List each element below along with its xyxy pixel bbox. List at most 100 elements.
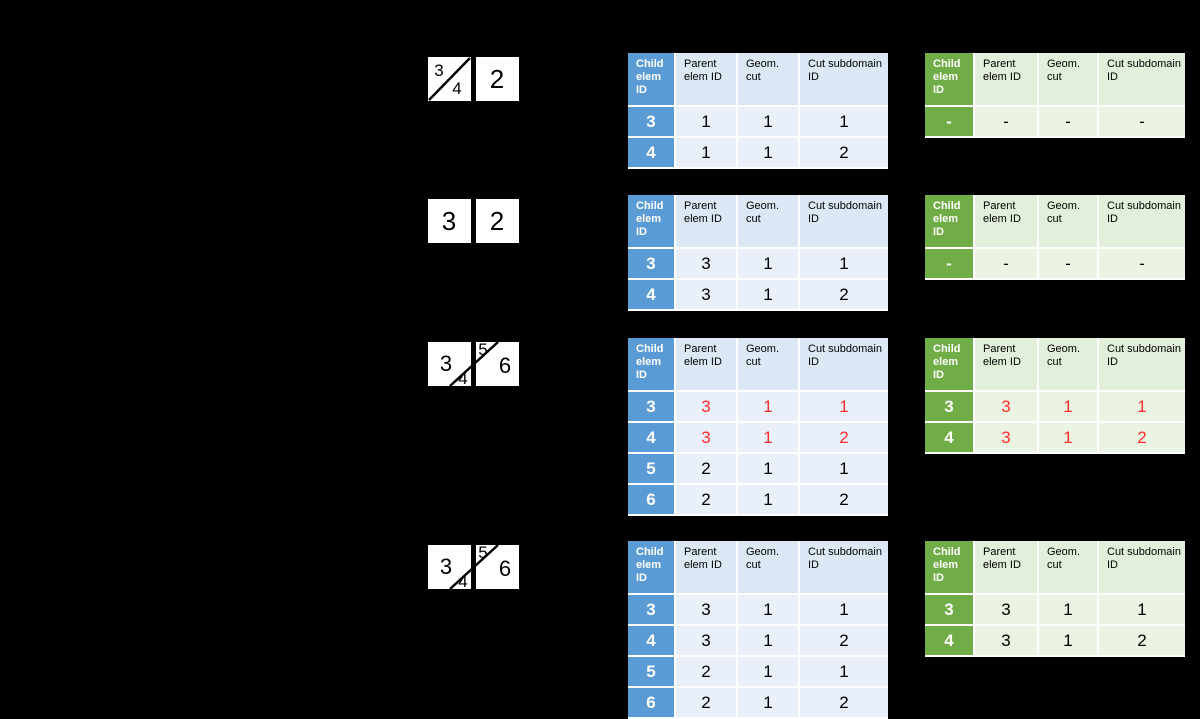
table-cell: 6: [628, 485, 676, 516]
table-cell: 2: [800, 485, 888, 516]
table-cell: 1: [738, 138, 800, 169]
table-cell: 1: [738, 595, 800, 626]
child-map-table-container: Child elem ID Parent elem ID Geom. cut Cut …: [628, 338, 888, 516]
table-cell: -: [975, 249, 1039, 280]
diagonal-cut-line: [449, 544, 499, 590]
table-cell: 1: [676, 107, 738, 138]
element-label: 5: [478, 544, 487, 562]
column-header: Parent elem ID: [975, 53, 1039, 107]
table-cell: 1: [738, 626, 800, 657]
interface-map-table-container: Child elem ID Parent elem ID Geom. cut Cut …: [925, 195, 1185, 280]
header-row: Child elem ID Parent elem ID Geom. cut Cut …: [628, 541, 888, 595]
blue-mapping-table: Child elem ID Parent elem ID Geom. cut Cut …: [628, 195, 888, 311]
table-cell: 1: [1039, 392, 1099, 423]
table-cell: 1: [738, 657, 800, 688]
column-header: Cut subdomain ID: [1099, 338, 1185, 392]
column-header: Parent elem ID: [676, 338, 738, 392]
table-cell: 1: [1039, 595, 1099, 626]
left-element-square: [428, 545, 471, 589]
table-cell: 1: [1039, 423, 1099, 454]
table-cell: 3: [676, 626, 738, 657]
diagonal-cut-line: [449, 341, 499, 387]
green-mapping-table: Child elem ID Parent elem ID Geom. cut Cut …: [925, 195, 1185, 280]
blue-mapping-table: Child elem ID Parent elem ID Geom. cut Cut …: [628, 53, 888, 169]
table-cell: 1: [738, 485, 800, 516]
table-cell: 1: [738, 107, 800, 138]
table-cell: 3: [975, 423, 1039, 454]
table-cell: 3: [628, 249, 676, 280]
element-label: 4: [452, 79, 461, 98]
element-label: 6: [499, 556, 511, 581]
element-label: 4: [458, 572, 467, 591]
table-cell: 4: [628, 423, 676, 454]
table-cell: 1: [738, 688, 800, 719]
table-cell: 3: [975, 392, 1039, 423]
left-element-square: [428, 342, 471, 386]
column-header: Child elem ID: [925, 195, 975, 249]
table-cell: 1: [1099, 595, 1185, 626]
column-header: Cut subdomain ID: [800, 195, 888, 249]
column-header: Geom. cut: [738, 541, 800, 595]
interface-map-table-container: Child elem ID Parent elem ID Geom. cut Cut …: [925, 338, 1185, 454]
table-cell: 2: [800, 423, 888, 454]
green-mapping-table: Child elem ID Parent elem ID Geom. cut Cut …: [925, 338, 1185, 454]
header-row: Child elem ID Parent elem ID Geom. cut Cut …: [925, 338, 1185, 392]
header-row: Child elem ID Parent elem ID Geom. cut Cut …: [925, 195, 1185, 249]
table-cell: 1: [800, 454, 888, 485]
table-cell: 2: [676, 485, 738, 516]
table-cell: -: [1099, 107, 1185, 138]
column-header: Geom. cut: [1039, 541, 1099, 595]
column-header: Child elem ID: [925, 338, 975, 392]
table-cell: 3: [925, 392, 975, 423]
element-label: 3: [440, 351, 452, 376]
table-cell: 4: [925, 626, 975, 657]
column-header: Geom. cut: [1039, 195, 1099, 249]
element-pair-diagram: 3 4 2: [428, 57, 519, 101]
table-row: ----: [925, 249, 1185, 280]
element-label: 4: [458, 369, 467, 388]
column-header: Child elem ID: [628, 53, 676, 107]
table-cell: 3: [676, 392, 738, 423]
table-cell: 1: [1099, 392, 1185, 423]
table-cell: 5: [628, 454, 676, 485]
column-header: Child elem ID: [628, 195, 676, 249]
table-cell: 4: [628, 626, 676, 657]
table-cell: 5: [628, 657, 676, 688]
table-cell: 3: [676, 280, 738, 311]
table-cell: 2: [676, 657, 738, 688]
table-cell: -: [1099, 249, 1185, 280]
table-cell: 1: [738, 280, 800, 311]
column-header: Cut subdomain ID: [1099, 53, 1185, 107]
right-element-square: [476, 57, 519, 101]
blue-mapping-table: Child elem ID Parent elem ID Geom. cut Cut …: [628, 541, 888, 719]
column-header: Parent elem ID: [676, 541, 738, 595]
table-cell: 1: [800, 392, 888, 423]
table-cell: 2: [800, 280, 888, 311]
table-cell: -: [1039, 249, 1099, 280]
table-cell: 3: [676, 423, 738, 454]
right-element-square: [476, 199, 519, 243]
element-pair-diagram: 3 2: [428, 199, 519, 243]
diagonal-cut-line: [428, 57, 471, 101]
child-map-table-container: Child elem ID Parent elem ID Geom. cut Cut …: [628, 195, 888, 311]
header-row: Child elem ID Parent elem ID Geom. cut Cut …: [628, 338, 888, 392]
table-cell: 3: [975, 626, 1039, 657]
table-cell: -: [925, 249, 975, 280]
header-row: Child elem ID Parent elem ID Geom. cut Cut …: [628, 53, 888, 107]
table-cell: 4: [925, 423, 975, 454]
column-header: Parent elem ID: [975, 195, 1039, 249]
table-cell: 2: [1099, 423, 1185, 454]
column-header: Cut subdomain ID: [800, 541, 888, 595]
table-cell: 1: [738, 423, 800, 454]
element-label: 3: [440, 554, 452, 579]
table-cell: 3: [676, 249, 738, 280]
table-cell: 2: [800, 138, 888, 169]
